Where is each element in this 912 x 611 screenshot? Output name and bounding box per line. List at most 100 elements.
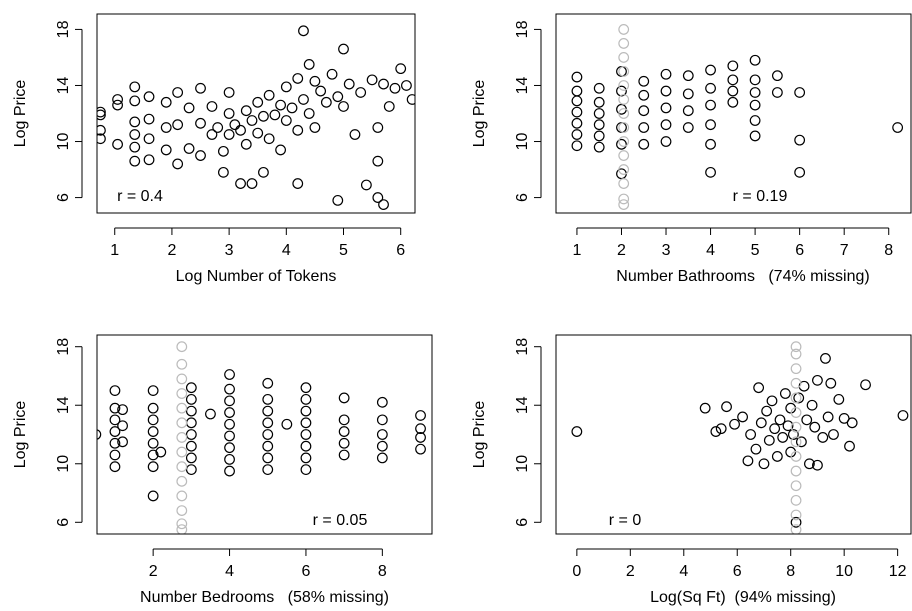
- data-point: [828, 429, 839, 440]
- data-point: [212, 122, 224, 133]
- data-point: [224, 395, 235, 407]
- data-point: [195, 150, 206, 161]
- data-point: [172, 87, 184, 98]
- annotation: r = 0.19: [733, 188, 788, 205]
- x-tick-label: 2: [149, 563, 158, 580]
- data-point: [343, 78, 355, 90]
- data-point: [129, 95, 141, 107]
- data-point: [721, 401, 732, 413]
- data-point: [176, 475, 188, 487]
- data-point: [206, 101, 218, 112]
- data-point: [300, 429, 312, 440]
- data-point: [571, 95, 583, 107]
- data-point: [376, 452, 388, 464]
- data-point: [376, 396, 388, 408]
- data-point: [160, 96, 172, 108]
- data-point: [794, 166, 806, 178]
- data-point: [280, 115, 292, 126]
- data-point: [355, 87, 367, 98]
- data-point: [790, 377, 802, 389]
- data-point: [383, 101, 395, 112]
- x-tick-label: 8: [786, 563, 795, 580]
- data-point: [176, 490, 188, 502]
- data-point: [332, 194, 344, 206]
- data-point: [109, 414, 121, 426]
- data-point: [618, 94, 630, 105]
- data-point: [97, 106, 106, 118]
- data-point: [262, 452, 274, 464]
- data-point: [618, 136, 630, 147]
- x-tick-label: 4: [225, 563, 234, 580]
- data-point: [262, 405, 274, 417]
- data-point: [224, 369, 235, 380]
- data-point: [618, 193, 630, 205]
- data-point: [303, 108, 315, 119]
- data-point: [415, 432, 426, 443]
- data-point: [378, 199, 389, 210]
- data-point: [185, 429, 197, 440]
- data-point: [571, 426, 583, 437]
- y-tick-label: 14: [55, 76, 72, 94]
- data-point: [292, 124, 304, 136]
- data-point: [262, 377, 274, 389]
- data-point: [766, 395, 778, 407]
- data-point: [812, 374, 823, 386]
- data-point: [129, 155, 141, 167]
- data-point: [223, 87, 235, 98]
- data-point: [300, 417, 312, 429]
- data-point: [172, 158, 184, 170]
- data-point: [275, 99, 286, 111]
- data-point: [217, 145, 229, 157]
- data-point: [298, 25, 309, 37]
- x-tick-label: 7: [840, 242, 849, 259]
- data-point: [616, 138, 627, 150]
- data-point: [112, 138, 123, 150]
- plot-box: [555, 334, 912, 535]
- y-tick-label: 6: [514, 193, 531, 202]
- data-point: [660, 102, 672, 114]
- data-point: [224, 407, 235, 418]
- data-point: [618, 199, 630, 210]
- x-tick-label: 2: [617, 242, 626, 259]
- data-point: [682, 105, 694, 117]
- data-point: [406, 94, 415, 105]
- data-point: [263, 89, 275, 101]
- data-point: [838, 413, 850, 424]
- data-point: [705, 166, 716, 178]
- data-point: [176, 518, 188, 530]
- data-point: [185, 440, 197, 452]
- data-point: [160, 122, 172, 133]
- data-point: [300, 464, 312, 476]
- data-point: [147, 426, 159, 437]
- data-point: [705, 82, 716, 94]
- data-point: [185, 452, 197, 464]
- data-point: [185, 464, 197, 476]
- data-point: [300, 452, 312, 464]
- plot-box: [96, 13, 416, 214]
- data-point: [298, 94, 309, 105]
- data-point: [280, 81, 292, 93]
- data-point: [710, 426, 722, 437]
- panel: 0 2 4 6 8 10 12 6 10 14 18 Log(Sq Ft) (94% missing)…: [471, 334, 912, 606]
- data-point: [774, 414, 786, 426]
- data-point: [415, 423, 426, 435]
- data-point: [795, 436, 807, 448]
- data-point: [618, 38, 630, 49]
- data-point: [794, 134, 806, 146]
- data-point: [787, 429, 799, 440]
- data-point: [846, 417, 858, 429]
- data-point: [705, 138, 716, 150]
- plot-box: [96, 334, 433, 535]
- data-point: [109, 385, 121, 397]
- x-tick-label: 1: [572, 242, 581, 259]
- data-point: [349, 129, 361, 140]
- data-point: [790, 465, 802, 477]
- data-point: [185, 393, 197, 405]
- data-point: [749, 115, 761, 126]
- data-point: [682, 122, 694, 133]
- data-point: [755, 417, 767, 429]
- data-point: [143, 133, 155, 145]
- data-point: [176, 341, 188, 353]
- data-point: [571, 140, 583, 152]
